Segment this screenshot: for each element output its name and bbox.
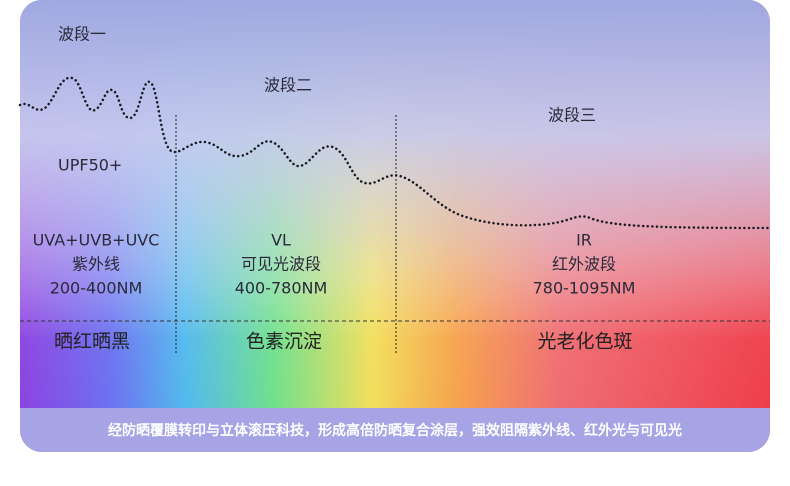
footer-bar bbox=[20, 408, 770, 452]
band-effect: 色素沉淀 bbox=[246, 331, 322, 353]
band-name: IR bbox=[576, 231, 592, 250]
band-range: 200-400NM bbox=[50, 279, 143, 298]
band-name: UVA+UVB+UVC bbox=[33, 231, 160, 250]
band-type: 紫外线 bbox=[72, 255, 120, 274]
band-title: 波段三 bbox=[548, 106, 596, 125]
band-range: 400-780NM bbox=[235, 279, 328, 298]
rating: UPF50+ bbox=[58, 156, 122, 175]
band-type: 可见光波段 bbox=[241, 255, 321, 274]
band-type: 红外波段 bbox=[552, 255, 616, 274]
band-effect: 晒红晒黑 bbox=[54, 331, 130, 353]
band-title: 波段一 bbox=[58, 25, 106, 44]
footer-text: 经防晒覆膜转印与立体滚压科技，形成高倍防晒复合涂层，强效阻隔紫外线、红外光与可见… bbox=[108, 422, 682, 439]
band-effect: 光老化色斑 bbox=[537, 331, 632, 353]
transmission-curve bbox=[18, 76, 772, 230]
band-range: 780-1095NM bbox=[533, 279, 636, 298]
band-name: VL bbox=[271, 231, 291, 250]
band-title: 波段二 bbox=[264, 76, 312, 95]
